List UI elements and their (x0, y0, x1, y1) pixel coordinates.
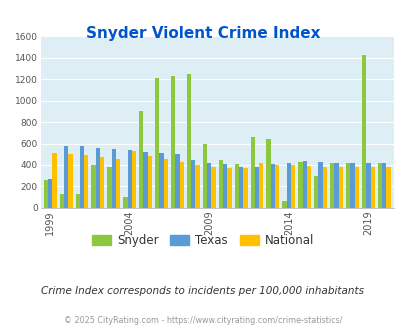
Bar (84, 155, 88, 208)
Bar (127, 150, 132, 208)
Bar (322, 167, 326, 208)
Bar (171, 76, 175, 208)
Bar (302, 161, 306, 208)
Bar (338, 167, 342, 208)
Bar (191, 160, 195, 208)
Bar (234, 164, 238, 208)
Bar (207, 163, 211, 208)
Bar (91, 165, 96, 208)
Bar (274, 165, 279, 208)
Bar (60, 194, 64, 208)
Bar (365, 163, 370, 208)
Bar (75, 194, 80, 208)
Bar (155, 78, 159, 208)
Bar (116, 159, 120, 208)
Bar (175, 154, 179, 208)
Bar (218, 160, 222, 208)
Bar (334, 163, 338, 208)
Bar (243, 168, 247, 208)
Bar (313, 176, 318, 208)
Bar (281, 201, 286, 208)
Bar (44, 180, 48, 208)
Bar (381, 163, 386, 208)
Bar (80, 146, 84, 208)
Bar (100, 157, 104, 208)
Bar (370, 167, 374, 208)
Text: Snyder Violent Crime Index: Snyder Violent Crime Index (85, 26, 320, 41)
Bar (350, 163, 354, 208)
Bar (306, 166, 310, 208)
Bar (266, 139, 270, 208)
Bar (270, 164, 274, 208)
Bar (361, 54, 365, 208)
Bar (329, 163, 334, 208)
Bar (254, 167, 258, 208)
Bar (143, 152, 147, 208)
Bar (354, 167, 358, 208)
Bar (227, 168, 231, 208)
Bar (96, 148, 100, 208)
Bar (298, 162, 302, 208)
Bar (132, 151, 136, 208)
Bar (286, 163, 290, 208)
Bar (186, 74, 191, 208)
Bar (386, 167, 390, 208)
Legend: Snyder, Texas, National: Snyder, Texas, National (87, 229, 318, 251)
Bar (250, 137, 254, 208)
Bar (48, 179, 52, 208)
Bar (258, 163, 263, 208)
Bar (107, 167, 111, 208)
Text: Crime Index corresponds to incidents per 100,000 inhabitants: Crime Index corresponds to incidents per… (41, 286, 364, 296)
Text: © 2025 CityRating.com - https://www.cityrating.com/crime-statistics/: © 2025 CityRating.com - https://www.city… (64, 316, 341, 325)
Bar (211, 167, 215, 208)
Bar (290, 165, 294, 208)
Bar (147, 156, 152, 208)
Bar (111, 149, 116, 208)
Bar (123, 197, 127, 208)
Bar (222, 164, 227, 208)
Bar (163, 159, 168, 208)
Bar (238, 167, 243, 208)
Bar (179, 162, 183, 208)
Bar (52, 153, 56, 208)
Bar (159, 153, 163, 208)
Bar (318, 162, 322, 208)
Bar (195, 165, 199, 208)
Bar (68, 154, 72, 208)
Bar (139, 112, 143, 208)
Bar (64, 146, 68, 208)
Bar (377, 163, 381, 208)
Bar (345, 163, 350, 208)
Bar (202, 144, 207, 208)
